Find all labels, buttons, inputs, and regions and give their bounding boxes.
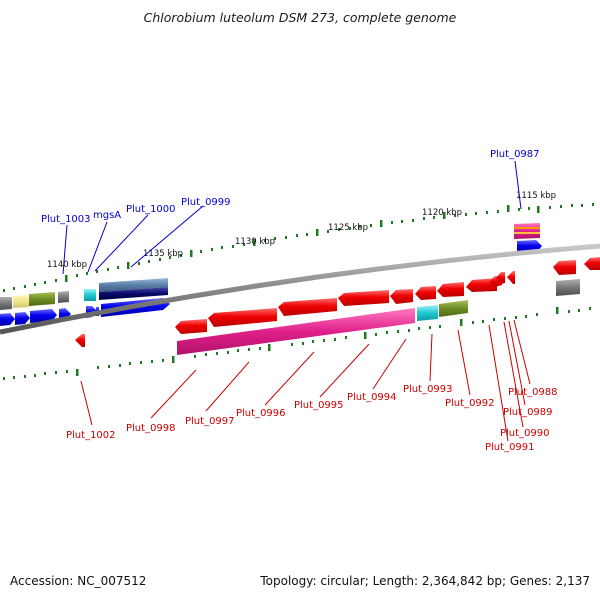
scale-label: 1125 kbp [328, 223, 368, 233]
gene-label[interactable]: Plut_0988 [508, 387, 558, 398]
gene-feature[interactable] [338, 290, 389, 306]
gene-feature[interactable] [466, 278, 497, 292]
gene-feature[interactable] [13, 295, 29, 308]
gene-feature[interactable] [15, 312, 30, 325]
gene-feature[interactable] [507, 271, 515, 284]
gene-feature[interactable] [208, 308, 277, 327]
gene-label[interactable]: Plut_0989 [503, 407, 553, 418]
scale-label: 1140 kbp [47, 260, 87, 270]
scale-label: 1135 kbp [143, 249, 183, 259]
gene-label[interactable]: Plut_1003 [41, 214, 91, 225]
scale-label: 1120 kbp [422, 208, 462, 218]
map-title: Chlorobium luteolum DSM 273, complete ge… [144, 10, 457, 25]
gene-label[interactable]: Plut_0995 [294, 400, 344, 411]
gene-feature[interactable] [278, 298, 337, 316]
reverse-label-leaders [80, 319, 531, 442]
reverse-gene-labels: Plut_1002 Plut_0998 Plut_0997 Plut_0996 … [66, 384, 558, 453]
accession-text: Accession: NC_007512 [10, 574, 147, 588]
gene-feature[interactable] [437, 282, 464, 297]
genome-backbone [0, 243, 600, 335]
gene-feature[interactable] [0, 297, 12, 310]
gene-feature[interactable] [496, 272, 505, 284]
gene-feature[interactable] [84, 289, 96, 301]
gene-label[interactable]: Plut_0999 [181, 197, 231, 208]
gene-feature[interactable] [553, 260, 576, 275]
gene-feature[interactable] [177, 308, 415, 355]
gene-feature[interactable] [58, 291, 69, 303]
gene-label[interactable]: Plut_0992 [445, 398, 495, 409]
gene-label[interactable]: Plut_0998 [126, 423, 176, 434]
gene-label[interactable]: mgsA [93, 210, 121, 221]
gene-label[interactable]: Plut_0997 [185, 416, 235, 427]
gene-feature[interactable] [0, 313, 15, 326]
gene-label[interactable]: Plut_0991 [485, 442, 535, 453]
gene-feature[interactable] [99, 278, 168, 292]
gene-feature[interactable] [584, 257, 600, 270]
gene-label[interactable]: Plut_0996 [236, 408, 286, 419]
gene-feature[interactable] [29, 292, 55, 306]
gene-feature[interactable] [439, 300, 468, 317]
inner-scale-ring [3, 307, 591, 380]
gene-label[interactable]: Plut_0993 [403, 384, 453, 395]
gene-feature[interactable] [556, 279, 580, 296]
gene-feature[interactable] [415, 286, 436, 300]
gene-label[interactable]: Plut_1002 [66, 430, 116, 441]
gene-feature[interactable] [75, 334, 85, 347]
scale-label: 1130 kbp [235, 237, 275, 247]
scale-labels: 1140 kbp 1135 kbp 1130 kbp 1125 kbp 1120… [47, 191, 556, 270]
gene-label[interactable]: Plut_1000 [126, 204, 176, 215]
gene-feature[interactable] [175, 319, 207, 334]
forward-gene-labels: Plut_1003 mgsA Plut_1000 Plut_0999 Plut_… [41, 149, 540, 225]
gene-feature[interactable] [417, 305, 438, 321]
outer-scale-ring [3, 203, 594, 292]
gene-feature[interactable] [99, 287, 168, 300]
gene-label[interactable]: Plut_0990 [500, 428, 550, 439]
gene-label[interactable]: Plut_0987 [490, 149, 540, 160]
scale-label: 1115 kbp [516, 191, 556, 201]
reverse-strand-genes [75, 257, 600, 355]
gene-feature[interactable] [514, 223, 540, 239]
gene-feature[interactable] [390, 289, 413, 304]
forward-label-leaders [62, 160, 522, 275]
genome-summary-text: Topology: circular; Length: 2,364,842 bp… [260, 574, 590, 588]
gene-label[interactable]: Plut_0994 [347, 392, 397, 403]
